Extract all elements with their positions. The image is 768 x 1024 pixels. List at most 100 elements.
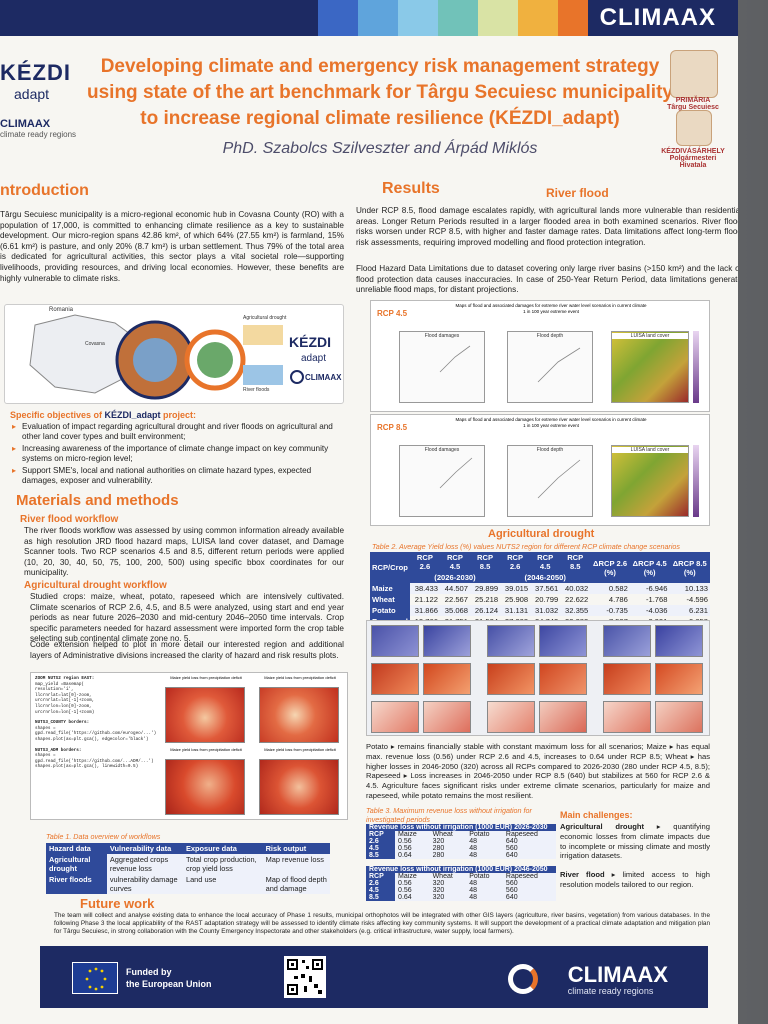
agricultural-drought-heading: Agricultural drought [488, 528, 595, 540]
revenue-map [487, 701, 535, 733]
table-cell: 10.133 [669, 583, 710, 594]
table-row: 8.5 0.64 280 48 640 [366, 852, 556, 859]
flood-depth-panel: Flood depth [507, 445, 593, 517]
flood-depth-plot [537, 347, 581, 383]
revenue-map [539, 625, 587, 657]
table-cell: -0.735 [590, 605, 630, 616]
table-header: ΔRCP 4.5 (%) [629, 552, 670, 583]
primaria-sub: Târgu Secuiesc [667, 104, 719, 111]
table-cell: 640 [502, 894, 556, 901]
revenue-map [655, 701, 703, 733]
objectives-heading-prefix: Specific objectives of [10, 410, 105, 420]
table-cell: 31.032 [530, 605, 561, 616]
revenue-loss-maps [366, 620, 710, 736]
code-line: shapes.plot(ax=plt.gca(), linewidth=0.5) [35, 764, 139, 770]
table-header: RCP 2.6 [500, 552, 531, 572]
map-title: Maize yield loss from precipitation defi… [264, 675, 336, 680]
kezdivasarhely-crest-icon [676, 110, 712, 146]
table-cell: 20.799 [534, 595, 559, 604]
banner-stripe [518, 0, 558, 36]
table-header-row: RCP Maize Wheat Potato Rapeseed [366, 873, 556, 880]
table-row: Potato 31.866 35.068 26.124 31.131 31.03… [370, 605, 710, 616]
rcp85-label: RCP 8.5 [377, 423, 408, 432]
flood-figure-rcp45: RCP 4.5 Maps of flood and associated dam… [370, 300, 710, 412]
introduction-text: Târgu Secuiesc municipality is a micro-r… [0, 210, 344, 283]
climaax-banner-logo: CLIMAAX [599, 4, 716, 31]
revenue-map [603, 625, 651, 657]
banner-stripe [398, 0, 438, 36]
table-row: 2.6 0.56 320 48 640 [366, 838, 556, 845]
panel-title: Flood depth [536, 333, 564, 339]
table-cell: Aggregated crops revenue loss [106, 854, 183, 874]
table-cell: 39.015 [500, 583, 531, 594]
table-cell: Map of flood depth and damage [262, 874, 330, 894]
flood-figure-title: Maps of flood and associated damages for… [455, 417, 647, 422]
map-title: Maize yield loss from precipitation defi… [170, 747, 242, 752]
challenge-drought-lead: Agricultural drought [560, 822, 645, 831]
kezdivasarhely-label: KÉZDIVÁSÁRHELY Polgármesteri Hivatala [658, 148, 728, 169]
table-cell: 21.122 [414, 595, 438, 604]
poster: CLIMAAX KÉZDI adapt CLIMAAX climate read… [0, 0, 738, 1024]
footer-banner: Funded by the European Union CLIMAAX cli… [40, 946, 708, 1008]
table-header: Wheat [429, 873, 467, 880]
revenue-map [371, 625, 419, 657]
table-cell: 8.5 [366, 894, 396, 901]
table-cell: 40.032 [560, 583, 591, 594]
kezdi-logo-text: KÉZDI [0, 60, 71, 85]
workflow-table: Hazard data Vulnerability data Exposure … [46, 843, 330, 894]
flood-depth-plot [537, 459, 581, 499]
code-line: NUTS3_ADM borders: [35, 747, 82, 753]
drought-results-text: Potato ▸ remains financially stable with… [366, 742, 710, 800]
table-cell: 0.64 [395, 852, 430, 859]
table-cell: 2.6 [366, 880, 396, 887]
table-cell: 48 [466, 887, 503, 894]
climaax-footer-tagline: climate ready regions [567, 986, 654, 996]
table-header: RCP 8.5 [470, 552, 501, 572]
table-cell: Agricultural drought [46, 854, 107, 874]
revenue-table-2046: Revenue loss without irrigation (1000 EU… [366, 866, 556, 901]
drought-code-figure: ZOOM NUTS2 region EAST: map_yield =Basem… [30, 672, 348, 820]
qr-code-icon [284, 956, 326, 998]
table-cell: 320 [429, 887, 467, 894]
table-row: 2.6 0.56 320 48 560 [366, 880, 556, 887]
yield-loss-table: RCP/Crop RCP 2.6 RCP 4.5 RCP 8.5 RCP 2.6… [370, 552, 710, 627]
code-snippet: ZOOM NUTS2 region EAST: map_yield =Basem… [35, 676, 156, 770]
table-cell: 0.56 [395, 845, 430, 852]
eu-flag-icon [72, 962, 118, 994]
table-cell: 0.64 [395, 894, 430, 901]
future-work-heading: Future work [80, 896, 155, 911]
revenue-map [539, 701, 587, 733]
table-cell: 0.582 [590, 583, 630, 594]
table-cell: 25.218 [474, 595, 499, 604]
methods-heading: Materials and methods [16, 492, 179, 509]
authors: PhD. Szabolcs Szilveszter and Árpád Mikl… [222, 140, 538, 157]
flood-damages-panel: Flood damages [399, 331, 485, 403]
challenge-flood: River flood ▸ limited access to high res… [560, 870, 710, 890]
eu-stars-icon [85, 967, 107, 991]
river-flood-text-2: Flood Hazard Data Limitations due to dat… [356, 264, 738, 295]
drought-workflow-text: Studied crops: maize, wheat, potato, rap… [30, 592, 344, 644]
objective-item: Increasing awareness of the importance o… [12, 444, 344, 465]
future-work-text: The team will collect and analyse existi… [54, 912, 710, 936]
objectives-list: Evaluation of impact regarding agricultu… [12, 422, 344, 487]
table-cell: 280 [429, 845, 467, 852]
table-header: Maize [395, 831, 430, 838]
flood-workflow-text: The river floods workflow was assessed b… [24, 526, 344, 578]
revenue-table-2026: Revenue loss without irrigation (1000 EU… [366, 824, 556, 859]
title-line-2: using state of the art benchmark for Târ… [87, 82, 673, 103]
table-cell: 32.355 [560, 605, 591, 616]
table-cell: 29.899 [470, 583, 501, 594]
revenue-map [655, 625, 703, 657]
table-header: Maize [395, 873, 430, 880]
code-line: shapes = gpd.read_file('https://github.c… [35, 753, 154, 764]
table-cell: -4.596 [686, 595, 708, 604]
table-header: RCP/Crop [370, 552, 410, 583]
table-cell: 48 [466, 852, 503, 859]
panel-title: Flood damages [424, 447, 460, 453]
table-header-row: Hazard data Vulnerability data Exposure … [46, 843, 330, 854]
table-header: Vulnerability data [106, 843, 183, 854]
table-cell: 0.56 [395, 880, 430, 887]
challenges-heading: Main challenges: [560, 810, 633, 820]
code-line: NUTS3_COUNTY borders: [35, 720, 90, 726]
revenue-map [603, 701, 651, 733]
